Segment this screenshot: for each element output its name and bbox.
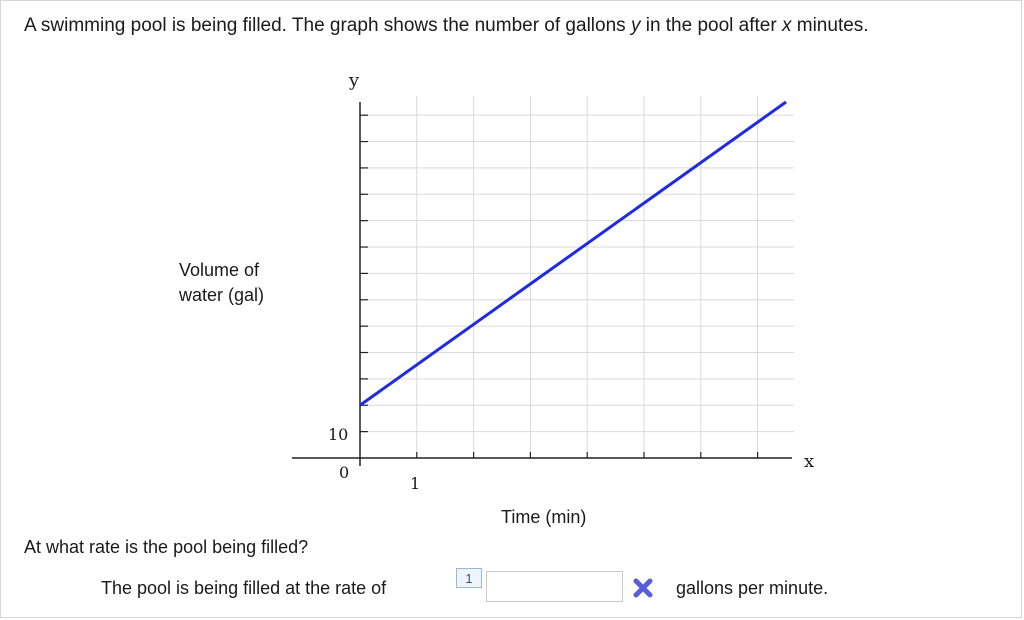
prompt-text-2: in the pool after bbox=[640, 15, 782, 36]
x-axis-label: Time (min) bbox=[501, 507, 587, 527]
prompt-var-y: y bbox=[630, 15, 641, 36]
question-text: At what rate is the pool being filled? bbox=[24, 537, 309, 557]
answer-prefix: The pool is being filled at the rate of bbox=[101, 578, 387, 598]
y-axis-label-line2: water (gal) bbox=[179, 285, 265, 305]
prompt-text-1: A swimming pool is being filled. The gra… bbox=[24, 15, 631, 36]
graph-series bbox=[359, 100, 787, 407]
answer-number-badge: 1 bbox=[456, 568, 482, 588]
y-axis-name: y bbox=[348, 70, 360, 91]
x-mark-icon bbox=[633, 578, 653, 598]
origin-label: 0 bbox=[339, 463, 349, 482]
prompt-var-x: x bbox=[781, 15, 792, 36]
y-axis-label: Volume of water (gal) bbox=[179, 258, 264, 308]
rate-answer-input[interactable] bbox=[486, 571, 623, 602]
x-axis-name: x bbox=[804, 451, 814, 472]
units-label: gallons per minute. bbox=[676, 578, 829, 598]
problem-prompt: A swimming pool is being filled. The gra… bbox=[24, 14, 869, 38]
graph-axes bbox=[292, 102, 792, 466]
graph-grid bbox=[360, 96, 794, 458]
prompt-text-3: minutes. bbox=[791, 15, 869, 36]
x-tick-label-1: 1 bbox=[410, 474, 420, 493]
y-tick-label-10: 10 bbox=[328, 425, 348, 444]
series-line-0 bbox=[359, 100, 787, 407]
graph-ticks bbox=[360, 114, 759, 458]
y-axis-label-line1: Volume of bbox=[179, 260, 260, 280]
